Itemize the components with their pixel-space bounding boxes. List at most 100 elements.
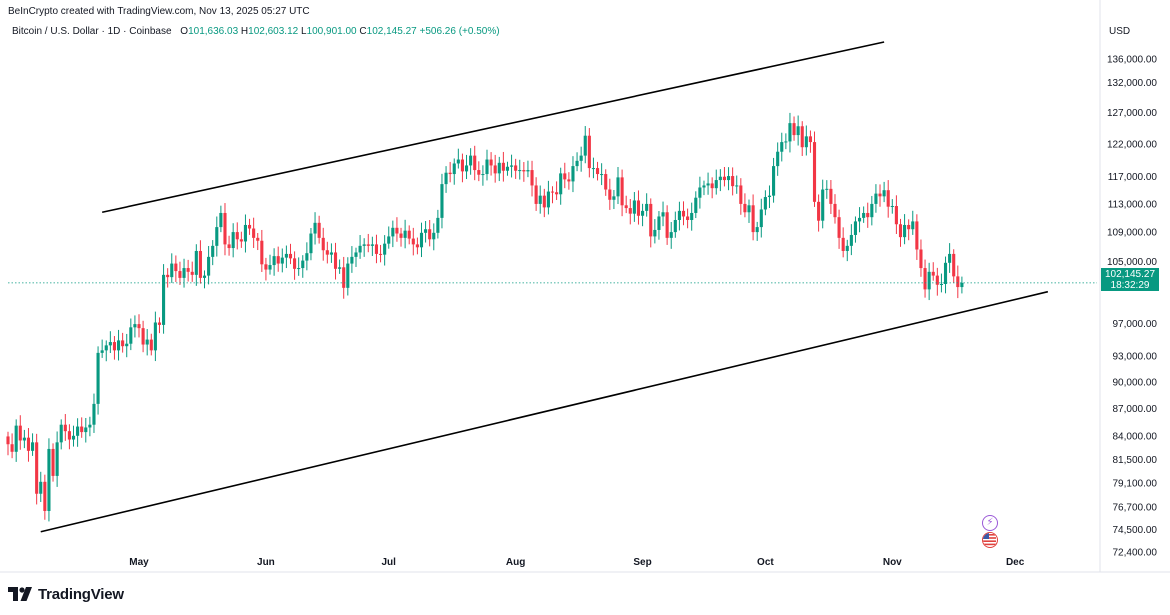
candle — [100, 339, 104, 358]
candle — [153, 311, 157, 362]
candle — [772, 157, 776, 203]
candle — [358, 235, 362, 259]
candle-body — [272, 256, 276, 266]
flash-icon[interactable]: ⚡ — [982, 515, 998, 531]
candle-body — [579, 155, 583, 161]
candle — [329, 243, 333, 263]
candle — [956, 265, 960, 299]
candle-body — [817, 201, 821, 221]
candle-body — [608, 189, 612, 200]
candle — [878, 184, 882, 207]
candle — [628, 199, 632, 225]
candle-body — [763, 197, 767, 210]
x-tick-label: Nov — [883, 557, 902, 568]
candle — [288, 243, 293, 265]
candle-body — [383, 243, 387, 255]
symbol-title[interactable]: Bitcoin / U.S. Dollar · 1D · Coinbase — [12, 26, 172, 37]
candle-body — [583, 135, 587, 156]
candle — [550, 186, 555, 204]
candle — [571, 156, 575, 193]
candle-body — [346, 263, 350, 288]
candle — [333, 242, 338, 280]
time-axis[interactable]: May Jun Jul Aug Sep Oct Nov Dec — [129, 557, 1024, 568]
candle — [747, 199, 751, 223]
currency-label[interactable]: USD — [1109, 26, 1131, 37]
candle-body — [661, 212, 665, 217]
candle — [297, 257, 301, 276]
candle — [125, 333, 129, 358]
candle-body — [88, 424, 92, 428]
candle-body — [288, 253, 293, 259]
candle — [612, 189, 616, 210]
candle — [796, 115, 800, 146]
y-tick-label: 105,000.00 — [1107, 257, 1157, 268]
candle — [608, 178, 612, 210]
candle — [391, 220, 395, 248]
candle — [624, 195, 628, 214]
close-value: 102,145.27 — [366, 26, 417, 37]
candle — [215, 216, 219, 257]
candle-body — [112, 342, 116, 351]
candle — [346, 257, 350, 296]
candle-body — [166, 274, 170, 278]
candle-body — [919, 249, 923, 269]
candle-body — [264, 264, 268, 270]
candle — [440, 173, 444, 229]
candle-body — [391, 227, 395, 237]
candle — [473, 145, 477, 181]
candle-body — [108, 342, 112, 346]
candles-layer — [6, 112, 1097, 522]
candle — [469, 148, 473, 175]
candle-body — [47, 448, 51, 511]
candle-body — [726, 176, 731, 181]
candle — [538, 185, 542, 214]
candle-body — [100, 350, 104, 353]
candle — [350, 246, 354, 273]
candle — [137, 314, 141, 338]
ohlc-legend: Bitcoin / U.S. Dollar · 1D · Coinbase O1… — [12, 26, 500, 37]
candle-body — [436, 217, 440, 233]
candle — [849, 224, 853, 256]
tradingview-brand[interactable]: TradingView — [8, 584, 124, 604]
candle-body — [538, 195, 542, 204]
candle — [354, 247, 358, 267]
us-flag-icon[interactable] — [982, 532, 998, 548]
candle — [313, 212, 317, 245]
candle — [264, 257, 268, 281]
candle-body — [325, 250, 329, 255]
candle — [280, 248, 284, 273]
candle-body — [293, 258, 297, 269]
candle — [145, 329, 149, 356]
candle-body — [792, 123, 796, 136]
candle — [411, 227, 415, 256]
candle-body — [489, 159, 493, 166]
candle-body — [870, 203, 874, 218]
x-tick-label: Jun — [257, 557, 275, 568]
candle — [67, 424, 71, 450]
candle-body — [522, 170, 526, 172]
candle — [116, 329, 121, 361]
candle — [448, 161, 452, 183]
candle-body — [211, 245, 215, 257]
candle-body — [366, 244, 370, 246]
candle — [481, 165, 485, 186]
candle — [276, 246, 280, 272]
candle — [563, 162, 567, 189]
candle-body — [219, 212, 223, 228]
candle — [776, 142, 780, 176]
price-axis[interactable]: 136,000.00 132,000.00 127,000.00 122,000.00… — [1107, 55, 1157, 559]
candle-body — [329, 252, 333, 255]
candle-body — [943, 262, 948, 284]
candle — [890, 199, 894, 214]
open-value: 101,636.03 — [188, 26, 239, 37]
candle — [424, 220, 428, 243]
candle-body — [67, 431, 71, 440]
candle-body — [403, 230, 407, 238]
candle — [800, 121, 804, 156]
candle-body — [497, 162, 501, 174]
candle-body — [309, 233, 313, 254]
x-tick-label: Sep — [633, 557, 651, 568]
candle-body — [35, 442, 39, 494]
candle-body — [935, 275, 939, 285]
